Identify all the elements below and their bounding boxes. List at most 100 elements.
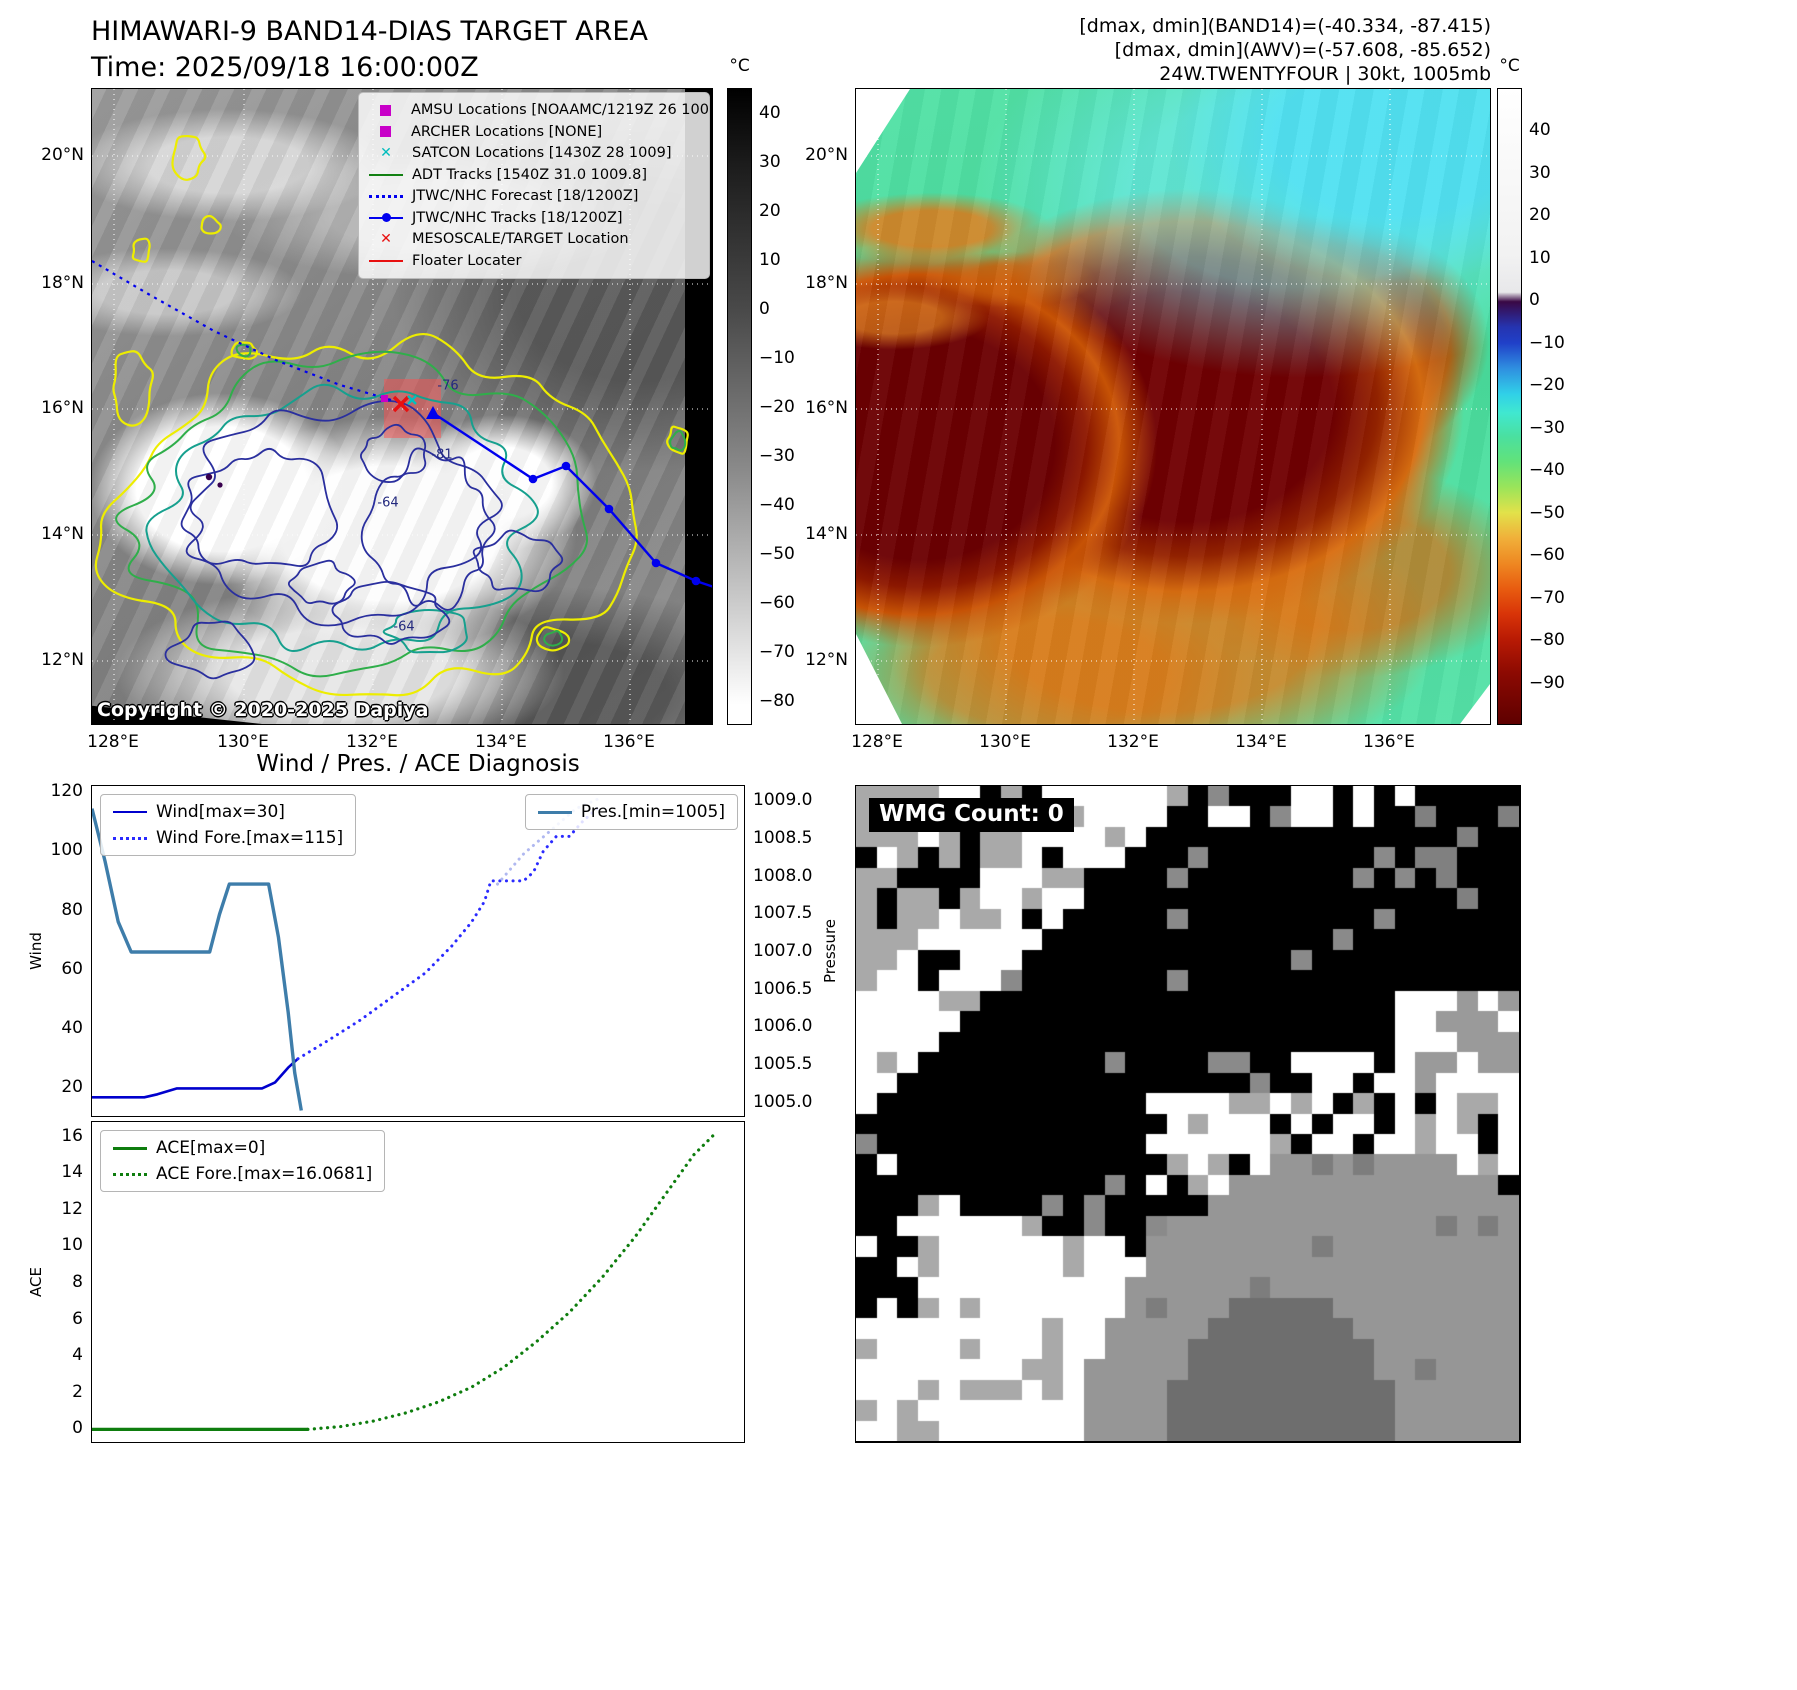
track-point-icon: [528, 474, 538, 484]
line-marker-icon: [369, 173, 403, 176]
pressure-legend: Pres.[min=1005]: [524, 794, 738, 830]
jtwc-forecast-track-line: [92, 260, 399, 404]
wmg-grid-panel: WMG Count: 0: [855, 785, 1521, 1443]
colorbar-tick-label: −10: [1529, 332, 1565, 353]
colorbar-tick-label: 40: [759, 102, 781, 123]
wind-legend: Wind[max=30] Wind Fore.[max=115]: [100, 794, 357, 856]
chart-y-tick-label: 0: [72, 1418, 83, 1439]
chart-y-tick-label: 4: [72, 1345, 83, 1366]
figure-title: HIMAWARI-9 BAND14-DIAS TARGET AREA: [91, 16, 648, 47]
legend-label: JTWC/NHC Tracks [18/1200Z]: [412, 209, 623, 226]
square-marker-icon: [380, 126, 391, 137]
series-wind-fore-max-115-: [296, 805, 601, 1061]
legend-label: SATCON Locations [1430Z 28 1009]: [412, 145, 672, 161]
contour-line: [287, 559, 356, 605]
copyright-text: Copyright © 2020-2025 Dapiya: [97, 699, 429, 721]
chart-y-tick-label: 1005.0: [753, 1091, 813, 1112]
colorbar-tick-label: 0: [1529, 290, 1540, 311]
x-marker-icon: ✕: [380, 231, 392, 247]
info-band14-dmax-dmin: [dmax, dmin](BAND14)=(-40.334, -87.415): [1079, 15, 1491, 37]
colorbar-tick-label: −60: [1529, 545, 1565, 566]
track-start-triangle-icon: [426, 406, 440, 419]
contour-line: [180, 447, 339, 567]
dotted-marker-icon: [369, 194, 403, 198]
legend-label: MESOSCALE/TARGET Location: [412, 231, 629, 247]
colorbar-tick-label: −50: [759, 543, 795, 564]
chart-y-tick-label: 100: [50, 840, 83, 861]
track-point-icon: [604, 504, 614, 514]
chart-y-tick-label: 2: [72, 1381, 83, 1402]
map-y-tick-label: 14°N: [41, 524, 84, 544]
figure-time: Time: 2025/09/18 16:00:00Z: [91, 52, 479, 83]
colorbar-tick-label: 20: [759, 200, 781, 221]
contour-line: [131, 237, 151, 263]
colorbar-tick-label: −10: [759, 347, 795, 368]
colorbar-tick-label: −20: [1529, 375, 1565, 396]
map-x-tick-label: 132°E: [1107, 732, 1159, 752]
contour-line: [235, 343, 252, 358]
track-point-icon: [561, 461, 571, 471]
contour-line: [331, 580, 451, 645]
band14-colorbar: [727, 88, 752, 725]
colorbar-unit-label: °C: [729, 56, 750, 76]
legend-item: ADT Tracks [1540Z 31.0 1009.8]: [369, 166, 699, 184]
diagnosis-title: Wind / Pres. / ACE Diagnosis: [256, 751, 580, 777]
map-x-tick-label: 136°E: [603, 732, 655, 752]
legend-item: ✕ SATCON Locations [1430Z 28 1009]: [369, 144, 699, 162]
contour-line: [360, 423, 427, 483]
map-y-tick-label: 20°N: [805, 145, 848, 165]
awv-colorbar: [1497, 88, 1522, 725]
legend-label: ARCHER Locations [NONE]: [411, 123, 603, 140]
legend-item: Pres.[min=1005]: [537, 802, 725, 822]
chart-y-tick-label: 80: [61, 899, 83, 920]
legend-item: Floater Locater: [369, 252, 699, 270]
chart-y-tick-label: 8: [72, 1272, 83, 1292]
colorbar-tick-label: 40: [1529, 120, 1551, 141]
ace-legend: ACE[max=0] ACE Fore.[max=16.0681]: [100, 1130, 386, 1192]
legend-label: Pres.[min=1005]: [580, 802, 725, 822]
pressure-axis-label: Pressure: [821, 918, 839, 984]
wmg-pixel-image: [856, 786, 1519, 1441]
legend-label: Wind[max=30]: [156, 802, 285, 822]
legend-label: Wind Fore.[max=115]: [156, 828, 344, 848]
map-y-tick-label: 18°N: [805, 273, 848, 293]
colorbar-tick-label: −60: [759, 592, 795, 613]
line-marker-icon: [113, 811, 147, 813]
legend-label: ACE[max=0]: [156, 1138, 266, 1158]
colorbar-tick-label: 20: [1529, 205, 1551, 226]
amsu-location-icon: [381, 395, 388, 402]
map-x-tick-label: 132°E: [346, 732, 398, 752]
contour-line: [669, 430, 687, 452]
track-point-icon: [691, 576, 701, 586]
contour-line: [200, 214, 222, 235]
contour-line: [145, 383, 539, 653]
chart-y-tick-label: 1008.0: [753, 865, 813, 886]
satcon-location-icon: [407, 395, 417, 405]
contour-line: [543, 630, 564, 647]
thickline-marker-icon: [537, 810, 572, 814]
map-x-tick-label: 134°E: [1235, 732, 1287, 752]
chart-y-tick-label: 1009.0: [753, 790, 813, 811]
chart-y-tick-label: 1007.5: [753, 903, 813, 924]
wind-pressure-chart-panel: Wind[max=30] Wind Fore.[max=115] Pres.[mi…: [91, 785, 745, 1117]
contour-line: [472, 529, 564, 593]
colorbar-tick-label: −70: [1529, 587, 1565, 608]
colorbar-tick-label: −80: [759, 690, 795, 711]
colorbar-tick-label: −40: [759, 494, 795, 515]
chart-y-tick-label: 16: [61, 1125, 83, 1146]
map-x-tick-label: 136°E: [1363, 732, 1415, 752]
thickline-marker-icon: [113, 1146, 147, 1150]
contour-line: [115, 350, 589, 678]
contour-line: [666, 425, 689, 455]
ace-plot: [92, 1133, 715, 1431]
chart-y-tick-label: 6: [72, 1308, 83, 1329]
wmg-count-label: WMG Count: 0: [869, 798, 1074, 832]
series-ace-fore-max-16-0681-: [306, 1133, 715, 1431]
awv-map-panel: [855, 88, 1491, 725]
track-point-icon: [651, 558, 661, 568]
chart-y-tick-label: 1005.5: [753, 1054, 813, 1075]
legend-item: ARCHER Locations [NONE]: [369, 123, 699, 141]
line-dot-marker-icon: [369, 213, 403, 222]
map-x-tick-label: 130°E: [979, 732, 1031, 752]
colorbar-tick-label: −80: [1529, 630, 1565, 651]
